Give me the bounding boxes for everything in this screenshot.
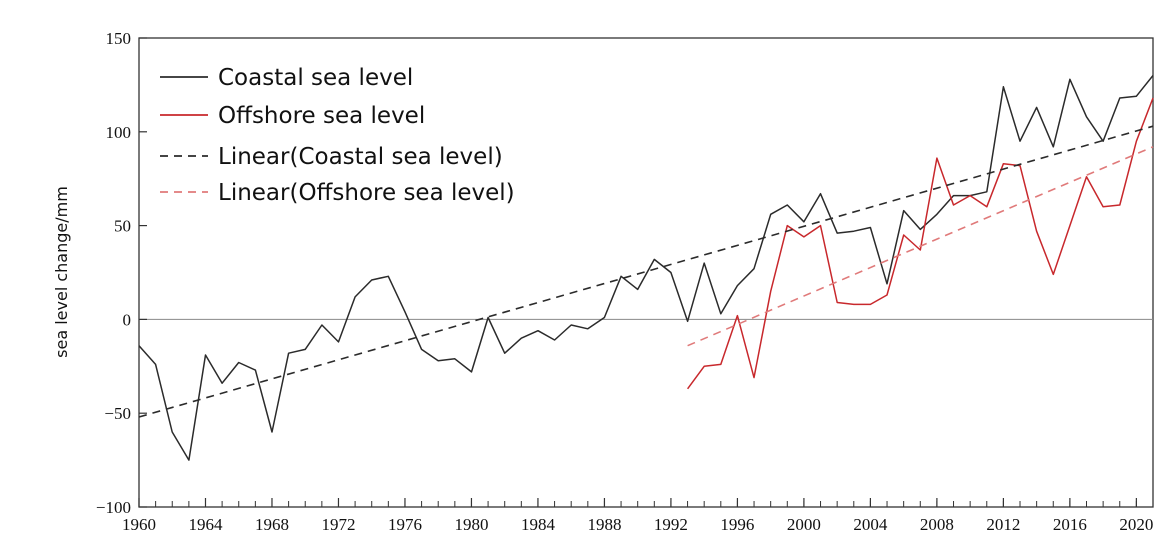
x-tick-label: 1964: [188, 515, 223, 534]
y-tick-label: 50: [114, 217, 131, 236]
x-tick-label: 1972: [321, 515, 355, 534]
x-tick-label: 1980: [454, 515, 488, 534]
legend-label-offshore: Offshore sea level: [218, 103, 425, 129]
y-axis: −100 −50 0 50 100 150: [96, 29, 147, 517]
x-axis: 1960 1964 1968 1972 1976 1980 1984 1988 1992 1996…: [122, 498, 1154, 534]
legend-label-coastal: Coastal sea level: [218, 65, 413, 91]
x-tick-label: 1984: [521, 515, 556, 534]
legend-entry-offshore: Offshore sea level: [160, 103, 425, 129]
x-tick-label: 2004: [853, 515, 888, 534]
plot-frame: [138, 37, 1154, 508]
x-tick-label: 2000: [787, 515, 821, 534]
series-line-2: [138, 125, 1154, 418]
legend-label-linear-offshore: Linear(Offshore sea level): [218, 180, 515, 206]
x-tick-label: 1968: [255, 515, 289, 534]
series-line-3: [687, 146, 1154, 347]
series-line-1: [686, 97, 1154, 390]
y-tick-label: 0: [123, 310, 132, 329]
x-tick-label: 2008: [920, 515, 954, 534]
legend-entry-linear-offshore: Linear(Offshore sea level): [160, 180, 515, 206]
y-tick-label: −100: [96, 498, 131, 517]
legend-entry-coastal: Coastal sea level: [160, 65, 413, 91]
y-tick-label: 150: [106, 29, 132, 48]
y-tick-label: 100: [106, 123, 132, 142]
legend: Coastal sea level Offshore sea level Lin…: [160, 65, 515, 206]
series-layer: [138, 75, 1154, 461]
x-tick-label: 1988: [587, 515, 621, 534]
y-tick-label: −50: [104, 404, 131, 423]
x-tick-label: 2012: [986, 515, 1020, 534]
legend-entry-linear-coastal: Linear(Coastal sea level): [160, 144, 503, 170]
x-tick-label: 1992: [654, 515, 688, 534]
x-tick-label: 1976: [388, 515, 422, 534]
x-tick-label: 1996: [720, 515, 754, 534]
x-tick-label: 2016: [1053, 515, 1087, 534]
legend-label-linear-coastal: Linear(Coastal sea level): [218, 144, 503, 170]
x-tick-label: 2020: [1119, 515, 1153, 534]
x-tick-label: 1960: [122, 515, 156, 534]
series-line-0: [138, 75, 1154, 461]
y-axis-label: sea level change/mm: [52, 186, 71, 358]
